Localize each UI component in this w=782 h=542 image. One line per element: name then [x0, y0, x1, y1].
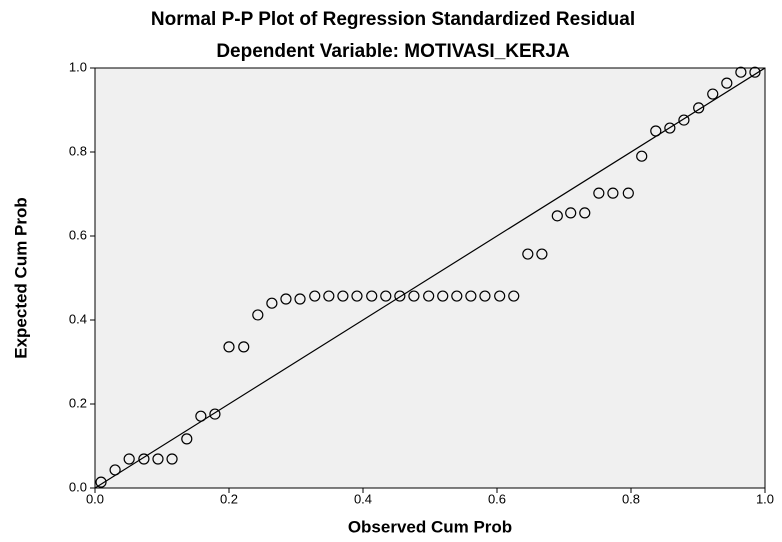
point — [195, 410, 207, 422]
point — [423, 290, 435, 302]
x-tick-label: 0.8 — [622, 491, 640, 506]
y-axis-label: Expected Cum Prob — [11, 197, 30, 359]
point — [152, 453, 164, 465]
point — [366, 290, 378, 302]
point — [536, 248, 548, 260]
point — [437, 290, 449, 302]
point — [622, 187, 634, 199]
point — [494, 290, 506, 302]
point — [337, 290, 349, 302]
x-axis-label: Observed Cum Prob — [348, 517, 512, 536]
point — [508, 290, 520, 302]
point — [323, 290, 335, 302]
point — [636, 150, 648, 162]
point — [721, 77, 733, 89]
point — [109, 464, 121, 476]
point — [593, 187, 605, 199]
point — [678, 114, 690, 126]
point — [693, 102, 705, 114]
y-tick-label: 0.4 — [69, 311, 87, 326]
point — [749, 66, 761, 78]
point — [479, 290, 491, 302]
point — [351, 290, 363, 302]
x-tick-label: 1.0 — [756, 491, 774, 506]
point — [138, 453, 150, 465]
point — [664, 122, 676, 134]
y-tick-label: 0.2 — [69, 395, 87, 410]
point — [551, 210, 563, 222]
point — [394, 290, 406, 302]
point — [408, 290, 420, 302]
y-tick-label: 0.8 — [69, 143, 87, 158]
x-tick-label: 0.2 — [220, 491, 238, 506]
x-tick-label: 0.4 — [354, 491, 372, 506]
chart-title: Normal P-P Plot of Regression Standardiz… — [151, 9, 635, 30]
point — [735, 66, 747, 78]
point — [565, 207, 577, 219]
x-tick-label: 0.6 — [488, 491, 506, 506]
chart-subtitle: Dependent Variable: MOTIVASI_KERJA — [216, 41, 570, 62]
point — [522, 248, 534, 260]
point — [309, 290, 321, 302]
point — [579, 207, 591, 219]
point — [380, 290, 392, 302]
point — [181, 433, 193, 445]
point — [223, 341, 235, 353]
point — [209, 408, 221, 420]
x-tick-label: 0.0 — [86, 491, 104, 506]
point — [95, 476, 107, 488]
reference-line — [94, 67, 766, 489]
point — [238, 341, 250, 353]
point — [166, 453, 178, 465]
y-tick-label: 0.0 — [69, 479, 87, 494]
point — [266, 297, 278, 309]
point — [465, 290, 477, 302]
point — [280, 293, 292, 305]
point — [294, 293, 306, 305]
point — [123, 453, 135, 465]
point — [451, 290, 463, 302]
point — [252, 309, 264, 321]
y-tick-label: 0.6 — [69, 227, 87, 242]
point — [707, 88, 719, 100]
y-tick-label: 1.0 — [69, 59, 87, 74]
point — [607, 187, 619, 199]
point — [650, 125, 662, 137]
